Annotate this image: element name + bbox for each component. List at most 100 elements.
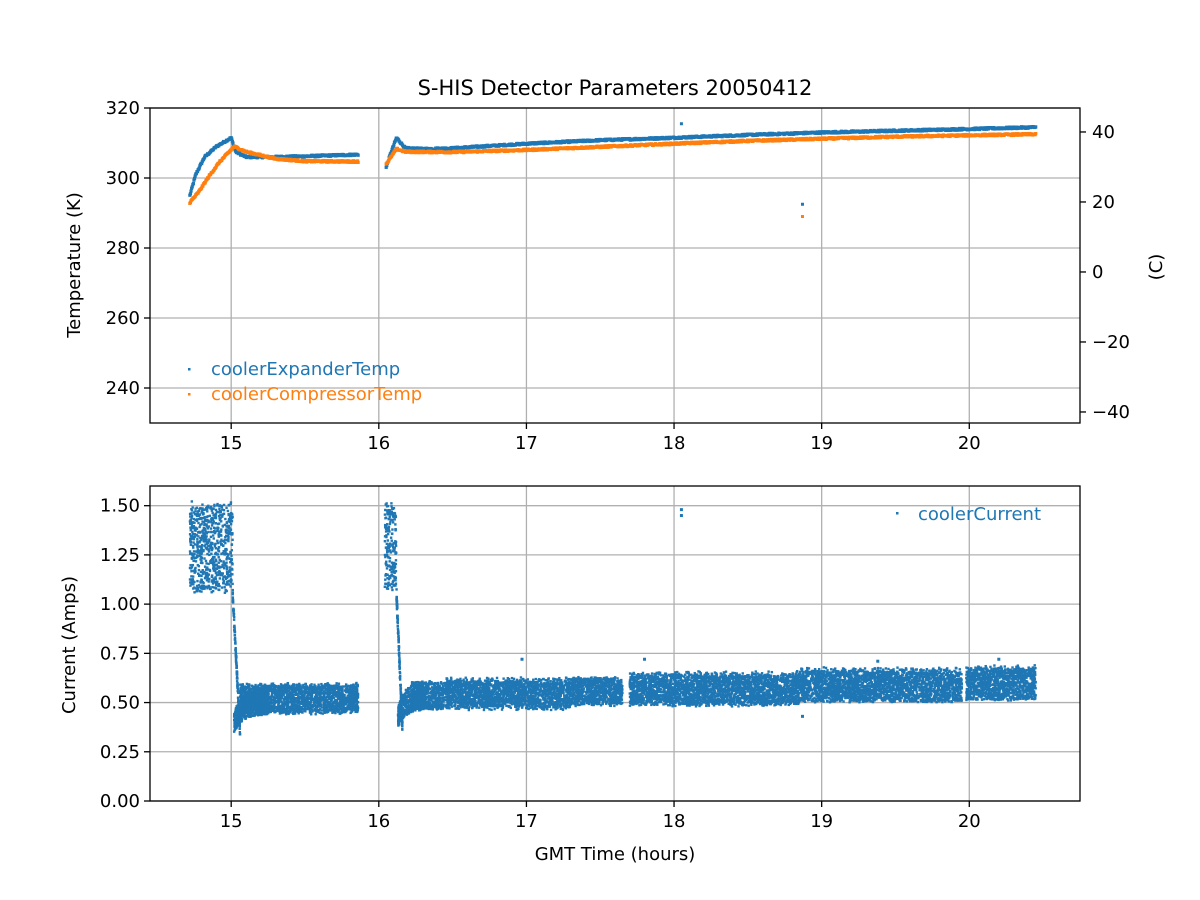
data-point: [388, 513, 392, 516]
data-point: [206, 587, 209, 590]
data-point: [199, 551, 202, 555]
data-point: [204, 540, 207, 543]
data-point: [332, 700, 336, 703]
data-point: [391, 588, 394, 592]
data-point: [328, 688, 331, 691]
data-point: [195, 519, 199, 523]
data-point: [222, 579, 225, 583]
data-point: [230, 561, 234, 565]
data-point: [386, 577, 389, 580]
data-point: [203, 533, 207, 536]
data-point: [205, 518, 209, 522]
data-point: [230, 579, 233, 582]
data-point: [303, 701, 307, 704]
data-point: [225, 552, 228, 556]
data-point: [189, 520, 192, 523]
data-point: [320, 682, 323, 686]
data-point: [214, 576, 217, 579]
data-point: [385, 523, 389, 526]
data-point: [389, 542, 392, 545]
data-point: [211, 582, 215, 585]
data-point: [190, 575, 193, 578]
data-point: [288, 707, 292, 711]
data-point: [189, 518, 192, 522]
data-point: [211, 518, 215, 521]
data-point: [225, 568, 229, 571]
data-point: [229, 511, 233, 515]
data-point: [205, 540, 209, 544]
data-point: [388, 549, 391, 553]
data-point: [200, 543, 204, 547]
data-point: [200, 555, 203, 559]
data-point: [394, 552, 397, 555]
data-point: [213, 566, 216, 569]
data-point: [207, 544, 210, 548]
data-point: [216, 529, 219, 533]
data-point: [390, 568, 394, 571]
data-point: [190, 185, 194, 189]
data-point: [198, 573, 201, 577]
data-point: [287, 693, 290, 697]
data-point: [201, 568, 204, 572]
data-point: [387, 509, 391, 512]
data-point: [385, 548, 389, 551]
data-point: [210, 591, 213, 594]
data-point: [218, 571, 221, 574]
data-point: [207, 506, 210, 509]
data-point: [350, 705, 353, 708]
data-point: [229, 574, 232, 578]
data-point: [223, 540, 226, 543]
data-point: [207, 580, 210, 583]
data-point: [230, 549, 233, 552]
data-point: [200, 551, 203, 554]
data-point: [228, 514, 232, 517]
data-point: [231, 532, 234, 535]
data-point: [390, 573, 394, 576]
data-point: [289, 698, 293, 702]
data-point: [268, 703, 271, 706]
data-point: [388, 515, 391, 519]
data-point: [190, 514, 194, 518]
data-point: [355, 689, 359, 692]
data-point: [193, 571, 196, 574]
data-point: [324, 682, 327, 686]
data-point: [354, 710, 357, 713]
x-tick-label: 16: [367, 433, 390, 454]
data-point: [385, 502, 388, 505]
data-point: [198, 513, 201, 516]
data-point: [386, 564, 390, 567]
data-point: [225, 572, 229, 576]
data-point: [217, 561, 220, 564]
data-point: [222, 544, 225, 547]
data-point: [214, 516, 218, 520]
data-point: [218, 505, 221, 508]
data-point: [214, 558, 218, 561]
data-point: [205, 535, 208, 538]
data-point: [269, 708, 272, 711]
data-point: [221, 508, 224, 511]
data-point: [348, 695, 351, 698]
data-point: [394, 559, 398, 562]
data-point: [224, 517, 227, 521]
data-point: [245, 704, 248, 708]
data-point: [344, 683, 348, 686]
data-point: [385, 535, 388, 539]
data-point: [201, 571, 205, 574]
data-point: [217, 556, 220, 559]
data-point: [221, 572, 224, 575]
data-point: [350, 686, 354, 689]
data-point: [356, 160, 360, 164]
data-point: [318, 693, 321, 696]
data-point: [227, 553, 230, 556]
data-point: [203, 508, 206, 511]
data-point: [215, 584, 218, 587]
data-point: [195, 514, 199, 518]
data-point: [285, 684, 289, 687]
data-point: [214, 165, 218, 170]
data-point: [200, 160, 204, 164]
data-point: [229, 559, 233, 562]
data-point: [210, 575, 214, 579]
data-point: [195, 527, 198, 530]
